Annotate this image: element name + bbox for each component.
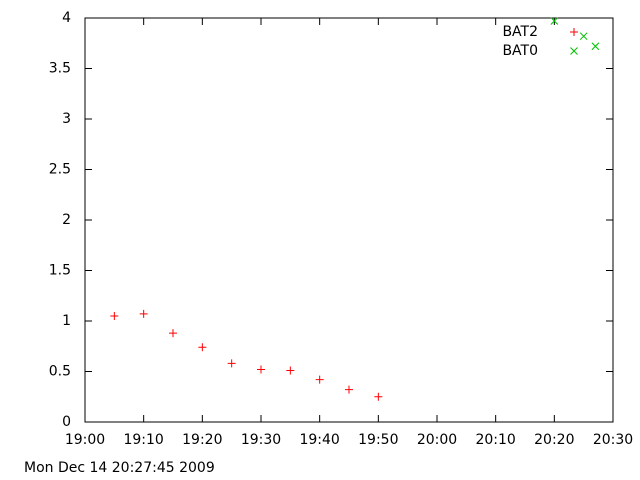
legend-label: BAT2 xyxy=(502,24,538,40)
y-tick-label: 3 xyxy=(62,111,71,127)
x-tick-label: 19:10 xyxy=(123,432,163,448)
point xyxy=(139,309,148,318)
y-tick-label: 3.5 xyxy=(49,61,71,77)
point xyxy=(286,366,295,375)
point xyxy=(227,359,236,368)
x-tick-label: 19:50 xyxy=(358,432,398,448)
point xyxy=(169,329,177,338)
x-tick-label: 19:20 xyxy=(182,432,222,448)
plot-frame xyxy=(84,17,614,423)
x-tick-label: 20:00 xyxy=(417,432,457,448)
point xyxy=(550,17,559,25)
y-tick-label: 1 xyxy=(62,313,71,329)
y-tick-label: 0.5 xyxy=(49,364,71,380)
legend-label: BAT0 xyxy=(502,43,538,59)
y-tick-label: 0 xyxy=(62,414,71,430)
x-tick-label: 19:30 xyxy=(241,432,281,448)
point xyxy=(257,365,265,374)
point xyxy=(591,42,600,51)
timestamp: Mon Dec 14 20:27:45 2009 xyxy=(24,460,215,476)
legend-marker xyxy=(570,47,578,55)
point xyxy=(374,392,383,401)
point xyxy=(315,375,324,384)
point xyxy=(198,343,207,352)
y-tick-label: 2 xyxy=(62,212,71,228)
y-tick-label: 4 xyxy=(62,10,71,26)
y-tick-label: 1.5 xyxy=(49,263,71,279)
x-tick-label: 20:10 xyxy=(475,432,515,448)
y-tick-label: 2.5 xyxy=(49,162,71,178)
legend-marker xyxy=(570,28,578,36)
point xyxy=(345,385,353,394)
point xyxy=(579,32,588,41)
x-tick-label: 19:00 xyxy=(65,432,105,448)
x-tick-label: 20:20 xyxy=(534,432,574,448)
point xyxy=(110,311,119,320)
x-tick-label: 20:30 xyxy=(593,432,633,448)
x-tick-label: 19:40 xyxy=(299,432,339,448)
